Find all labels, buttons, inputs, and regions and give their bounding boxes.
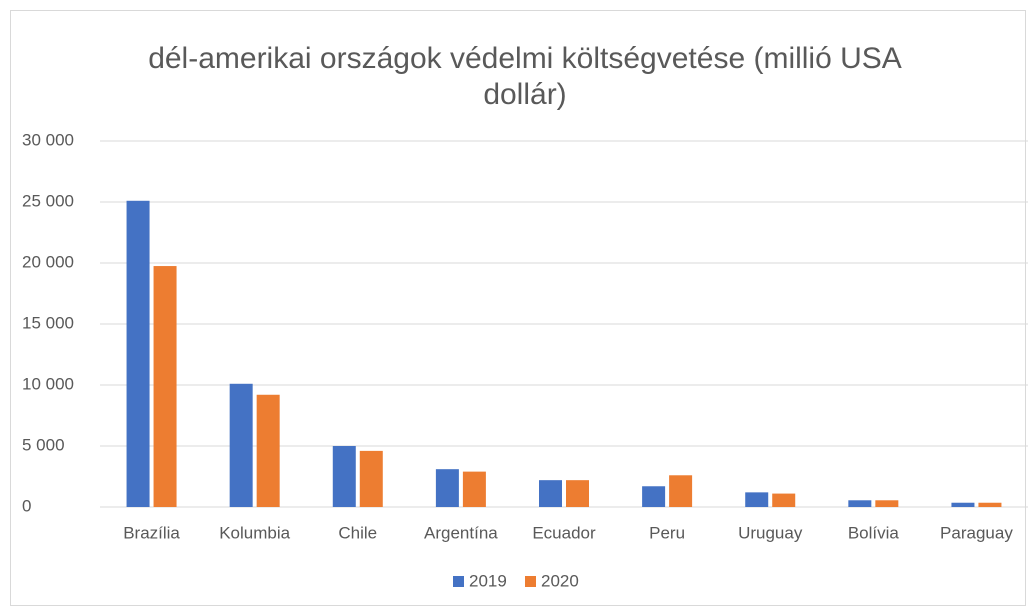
bar [126, 200, 150, 507]
x-tick-label: Uruguay [738, 523, 803, 542]
bar [539, 480, 562, 507]
bar [229, 383, 253, 507]
bar [462, 471, 486, 507]
bar [435, 469, 459, 507]
y-tick-label: 10 000 [22, 374, 74, 393]
y-tick-label: 20 000 [22, 252, 74, 271]
y-tick-label: 0 [22, 496, 31, 515]
bar [332, 446, 356, 507]
bar [153, 266, 177, 507]
y-tick-label: 5 000 [22, 435, 65, 454]
x-tick-label: Bolívia [848, 523, 900, 542]
chart-title: dél-amerikai országok védelmi költségvet… [148, 42, 902, 75]
x-tick-label: Peru [649, 523, 685, 542]
bar [745, 492, 769, 507]
bar [669, 475, 693, 507]
x-tick-label: Paraguay [940, 523, 1013, 542]
x-tick-label: Kolumbia [219, 523, 290, 542]
bar [875, 500, 899, 507]
y-tick-label: 25 000 [22, 191, 74, 210]
chart-title: dollár) [483, 78, 566, 111]
bar [642, 486, 666, 507]
bar [256, 394, 280, 507]
x-tick-label: Argentína [424, 523, 498, 542]
bar [951, 502, 975, 507]
bar [848, 500, 872, 507]
y-tick-label: 15 000 [22, 313, 74, 332]
y-tick-label: 30 000 [22, 130, 74, 149]
x-tick-label: Ecuador [532, 523, 596, 542]
x-tick-label: Brazília [123, 523, 180, 542]
legend-swatch [525, 576, 536, 587]
bar [566, 480, 589, 507]
bar [978, 502, 1002, 507]
legend-swatch [453, 576, 464, 587]
legend-label: 2020 [541, 571, 579, 590]
legend-label: 2019 [469, 571, 507, 590]
bar [772, 493, 796, 507]
bar [359, 450, 383, 507]
x-tick-label: Chile [338, 523, 377, 542]
